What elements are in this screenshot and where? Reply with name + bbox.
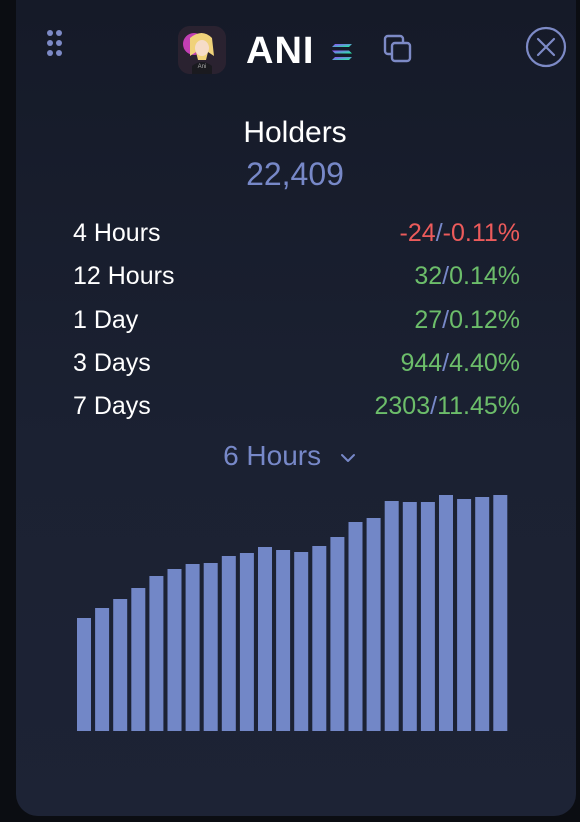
chart-bar: [167, 569, 182, 731]
stat-change: 944: [400, 348, 443, 377]
holders-title: Holders: [243, 116, 347, 149]
stat-row: 1 Day 27/0.12%: [73, 305, 520, 348]
chart-bar: [457, 499, 472, 731]
stat-value: -24/-0.11%: [399, 219, 520, 247]
stat-label: 4 Hours: [73, 219, 161, 247]
chart-bar: [366, 518, 381, 731]
stat-label: 1 Day: [73, 305, 139, 334]
avatar-caption: Ani: [197, 64, 207, 70]
chart-bar: [95, 608, 110, 731]
stat-row: 7 Days 2303/11.45%: [73, 391, 520, 434]
chevron-down-icon: [340, 453, 355, 462]
chart-bar: [312, 546, 327, 731]
stat-percent: 4.40%: [449, 348, 520, 377]
solana-icon: [330, 40, 354, 64]
stat-value: 944/4.40%: [400, 348, 520, 377]
chart-bar: [420, 502, 435, 731]
chart-bar: [348, 522, 363, 731]
stat-percent: -0.11%: [442, 219, 520, 247]
stat-percent: 0.12%: [449, 305, 520, 334]
token-avatar: Ani: [178, 26, 226, 74]
stat-change: -24: [399, 219, 436, 247]
stat-value: 2303/11.45%: [374, 392, 520, 421]
copy-icon[interactable]: [382, 33, 414, 65]
stat-row: 12 Hours 32/0.14%: [73, 261, 520, 304]
holders-bar-chart: [77, 495, 508, 731]
chart-bar: [131, 588, 146, 731]
chart-bar: [493, 495, 508, 731]
stat-row: 4 Hours -24/-0.11%: [73, 218, 520, 261]
chart-bar: [402, 502, 417, 731]
chart-bar: [203, 563, 218, 731]
chart-bar: [239, 553, 254, 731]
stat-percent: 0.14%: [449, 262, 520, 291]
range-selected: 6 Hours: [223, 440, 322, 471]
stat-change: 27: [414, 305, 443, 334]
chart-bar: [294, 552, 309, 731]
chart-bar: [330, 537, 345, 731]
stat-change: 2303: [374, 392, 431, 421]
chart-bar: [221, 556, 236, 731]
token-name: ANI: [246, 30, 315, 72]
stat-value: 27/0.12%: [414, 305, 520, 334]
drag-handle-icon[interactable]: [47, 30, 67, 62]
stats-list: 4 Hours -24/-0.11% 12 Hours 32/0.14% 1 D…: [73, 218, 520, 434]
chart-bar: [258, 547, 272, 731]
range-dropdown[interactable]: 6 Hours: [0, 440, 580, 472]
chart-bar: [149, 576, 164, 731]
stat-row: 3 Days 944/4.40%: [73, 348, 520, 391]
chart-bar: [475, 497, 490, 731]
stat-change: 32: [414, 262, 443, 291]
stat-label: 12 Hours: [73, 262, 175, 291]
stat-value: 32/0.14%: [414, 262, 520, 291]
chart-bar: [185, 564, 200, 731]
chart-bar: [384, 501, 399, 731]
stat-label: 3 Days: [73, 348, 151, 377]
chart-bar: [276, 550, 291, 731]
chart-bar: [77, 618, 91, 731]
holders-count: 22,409: [246, 156, 344, 192]
close-icon[interactable]: [525, 26, 567, 68]
chart-bar: [439, 495, 453, 731]
stat-percent: 11.45%: [437, 392, 520, 421]
stat-label: 7 Days: [73, 392, 151, 421]
chart-bar: [113, 599, 128, 731]
